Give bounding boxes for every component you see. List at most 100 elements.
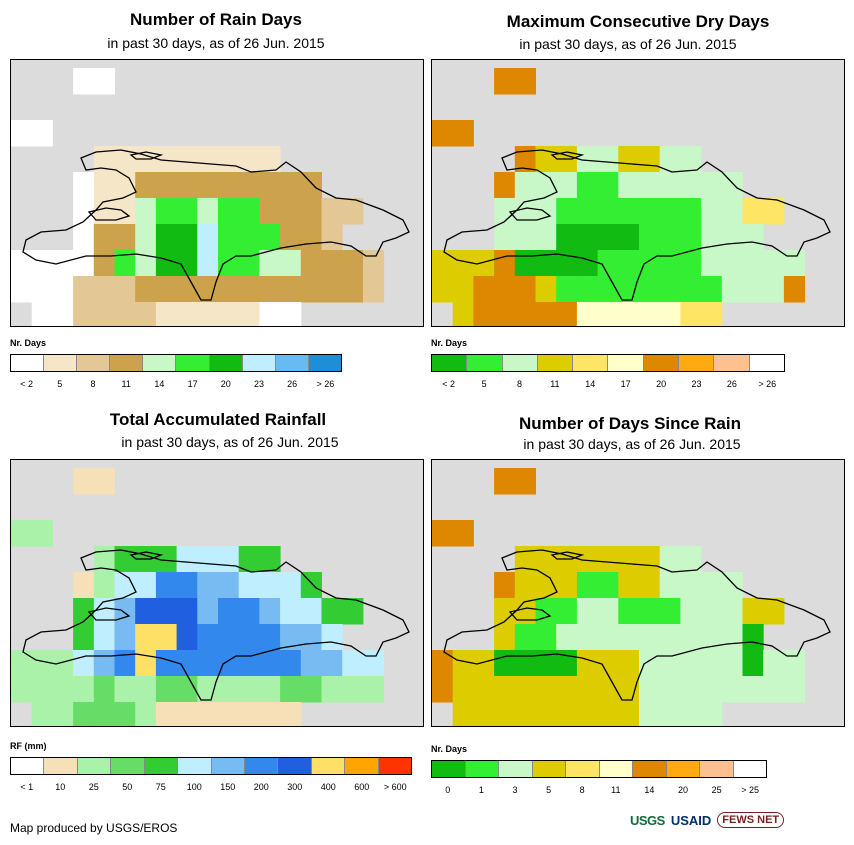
grid-cell (576, 224, 599, 251)
hispaniola-outline (443, 149, 831, 301)
legend-swatch (278, 758, 312, 774)
grid-cell (176, 650, 198, 677)
legend-swatch (275, 355, 309, 371)
grid-cell (218, 650, 240, 677)
grid-cell (680, 146, 702, 173)
grid-cell (742, 198, 764, 225)
island-outline (129, 551, 164, 560)
grid-cell (300, 224, 322, 251)
panel-1-subtitle: in past 30 days, as of 26 Jun. 2015 (107, 35, 325, 51)
grid-cell (31, 250, 53, 277)
grid-cell (618, 146, 640, 173)
panel-4-subtitle: in past 30 days, as of 26 Jun. 2015 (523, 436, 741, 452)
grid-cell (197, 598, 219, 625)
grid-cell (618, 172, 640, 199)
legend-swatch (378, 758, 412, 774)
grid-cell (763, 598, 785, 625)
legend-label: 11 (611, 785, 621, 795)
grid-cell (514, 302, 536, 326)
legend-swatch (178, 758, 212, 774)
legend-label: 11 (550, 379, 560, 389)
grid-cell (300, 572, 322, 599)
grid-cell (514, 172, 536, 199)
grid-cell (11, 650, 33, 677)
legend-label: 8 (516, 379, 523, 389)
grid-cell (680, 250, 702, 277)
island-outline (129, 151, 164, 160)
legend-swatch (110, 355, 144, 371)
legend-swatch (599, 761, 633, 777)
legend-swatch (111, 758, 145, 774)
grid-cell (155, 572, 178, 599)
grid-cell (238, 146, 260, 173)
grid-cell (259, 146, 281, 173)
map-svg (11, 468, 410, 726)
grid-cell (659, 224, 681, 251)
grid-cell (238, 702, 260, 726)
grid-cell (680, 598, 702, 625)
grid-cell (11, 676, 33, 703)
grid-cell (218, 572, 240, 599)
grid-cell (155, 198, 178, 225)
grid-cell (763, 276, 785, 303)
grid-cell (494, 598, 516, 625)
island-outline (508, 207, 552, 221)
grid-cell (639, 702, 661, 726)
grid-cell (452, 120, 474, 147)
grid-cell (659, 624, 681, 651)
grid-cell (701, 198, 723, 225)
grid-cell (31, 676, 53, 703)
grid-cell (556, 624, 578, 651)
grid-cell (494, 224, 516, 251)
grid-cell (176, 302, 198, 326)
grid-cell (114, 676, 136, 703)
legend-swatch (44, 758, 78, 774)
grid-cell (73, 198, 95, 225)
grid-cell (321, 676, 343, 703)
grid-cell (362, 250, 385, 277)
grid-cell (342, 598, 364, 625)
grid-cell (639, 676, 661, 703)
grid-cell (93, 224, 115, 251)
grid-cell (514, 598, 536, 625)
grid-cell (618, 198, 640, 225)
legend-swatch (679, 355, 715, 371)
grid-cell (721, 572, 743, 599)
grid-cell (432, 120, 454, 147)
grid-cell (218, 172, 240, 199)
grid-cell (783, 250, 806, 277)
grid-cell (362, 276, 385, 303)
grid-cell (93, 572, 115, 599)
legend-swatch (608, 355, 644, 371)
grid-cell (176, 676, 198, 703)
legend-label: 1 (478, 785, 484, 795)
grid-cell (742, 624, 764, 651)
grid-cell (135, 702, 157, 726)
grid-cell (514, 650, 536, 677)
grid-cell (742, 224, 764, 251)
panel-4-legend-bar (431, 760, 767, 778)
grid-cell (114, 276, 136, 303)
legend-label: 8 (579, 785, 585, 795)
grid-cell (238, 172, 260, 199)
grid-cell (73, 676, 95, 703)
grid-cell (93, 68, 115, 95)
grid-cell (432, 676, 454, 703)
legend-label: > 25 (741, 785, 760, 795)
footer-credit: Map produced by USGS/EROS (10, 821, 178, 835)
grid-cell (639, 302, 661, 326)
grid-cell (300, 650, 322, 677)
grid-cell (452, 302, 474, 326)
legend-label: 0 (445, 785, 451, 795)
grid-cell (452, 650, 474, 677)
grid-cell (597, 146, 619, 173)
grid-cell (197, 172, 219, 199)
grid-cell (155, 250, 178, 277)
grid-cell (114, 146, 136, 173)
grid-cell (535, 250, 557, 277)
grid-cell (618, 546, 640, 573)
panel-1-legend-labels: < 2 5 8 11 14 17 20 23 26 > 26 (10, 379, 342, 391)
grid-cell (514, 546, 536, 573)
legend-label: 17 (187, 379, 198, 389)
grid-cell (176, 224, 198, 251)
